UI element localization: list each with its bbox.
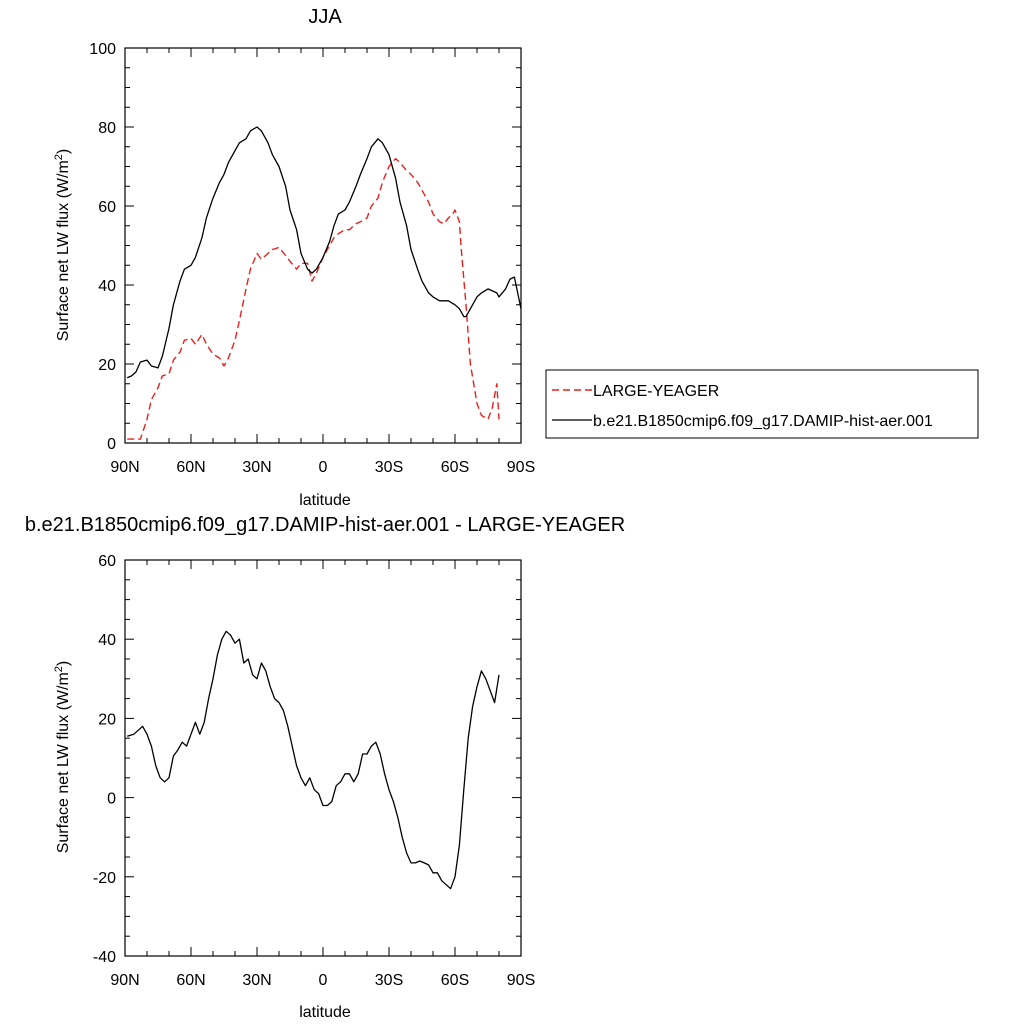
top-y-tick-label: 80 (98, 120, 116, 137)
top-y-label-sup: 2 (53, 154, 65, 160)
bottom-x-tick-label: 30S (375, 972, 403, 989)
bottom-chart-title: b.e21.B1850cmip6.f09_g17.DAMIP-hist-aer.… (25, 514, 625, 536)
bottom-y-label-end: ) (55, 661, 72, 666)
top-chart: 90N 60N 30N 0 30S 60S 90S 0 20 40 60 80 100 (89, 41, 535, 476)
top-x-tick-label: 30N (242, 459, 271, 476)
bottom-x-tick-label: 90N (110, 972, 139, 989)
legend-entry-large-yeager: LARGE-YEAGER (593, 383, 719, 400)
top-chart-title: JJA (308, 6, 342, 28)
bottom-y-tick-label: 0 (107, 791, 116, 808)
bottom-y-label-main: Surface net LW flux (W/m (55, 672, 72, 853)
top-y-tick-label: 100 (89, 41, 116, 58)
bottom-x-tick-label: 60N (176, 972, 205, 989)
top-x-tick-label: 90S (507, 459, 535, 476)
bottom-x-tick-label: 30N (242, 972, 271, 989)
chart-panels: 90N 60N 30N 0 30S 60S 90S 0 20 40 60 80 100 90N 60N 30N… (89, 41, 535, 989)
bottom-x-tick-label: 60S (441, 972, 469, 989)
legend-entry-model: b.e21.B1850cmip6.f09_g17.DAMIP-hist-aer.… (593, 413, 933, 430)
top-x-axis-label: latitude (299, 492, 351, 509)
bottom-y-tick-label: 20 (98, 711, 116, 728)
top-x-tick-label: 60S (441, 459, 469, 476)
bottom-series-difference (127, 630, 500, 890)
top-y-axis-label: Surface net LW flux (W/m2) (53, 149, 72, 342)
bottom-y-tick-label: 40 (98, 632, 116, 649)
legend-box (545, 369, 979, 439)
top-series-b-e21-b1850cmip6-f09-g17-damip-hist-aer-001 (126, 126, 522, 379)
bottom-y-axis-label: Surface net LW flux (W/m2) (53, 661, 72, 854)
top-x-tick-label: 60N (176, 459, 205, 476)
bottom-y-tick-label: -20 (93, 870, 116, 887)
bottom-y-label-sup: 2 (53, 666, 65, 672)
top-y-label-end: ) (55, 149, 72, 154)
top-y-tick-label: 40 (98, 278, 116, 295)
top-x-tick-label: 90N (110, 459, 139, 476)
bottom-x-axis-label: latitude (299, 1004, 351, 1021)
bottom-y-tick-label: -40 (93, 949, 116, 966)
bottom-x-tick-label: 0 (319, 972, 328, 989)
top-y-tick-label: 20 (98, 357, 116, 374)
top-x-tick-label: 0 (319, 459, 328, 476)
top-y-tick-label: 60 (98, 199, 116, 216)
top-y-label-main: Surface net LW flux (W/m (55, 160, 72, 341)
top-x-tick-label: 30S (375, 459, 403, 476)
top-y-tick-label: 0 (107, 436, 116, 453)
bottom-x-tick-label: 90S (507, 972, 535, 989)
bottom-chart: 90N 60N 30N 0 30S 60S 90S -40 -20 0 20 40 60 (93, 553, 535, 989)
bottom-y-tick-label: 60 (98, 553, 116, 570)
legend: LARGE-YEAGER b.e21.B1850cmip6.f09_g17.DA… (545, 369, 979, 439)
